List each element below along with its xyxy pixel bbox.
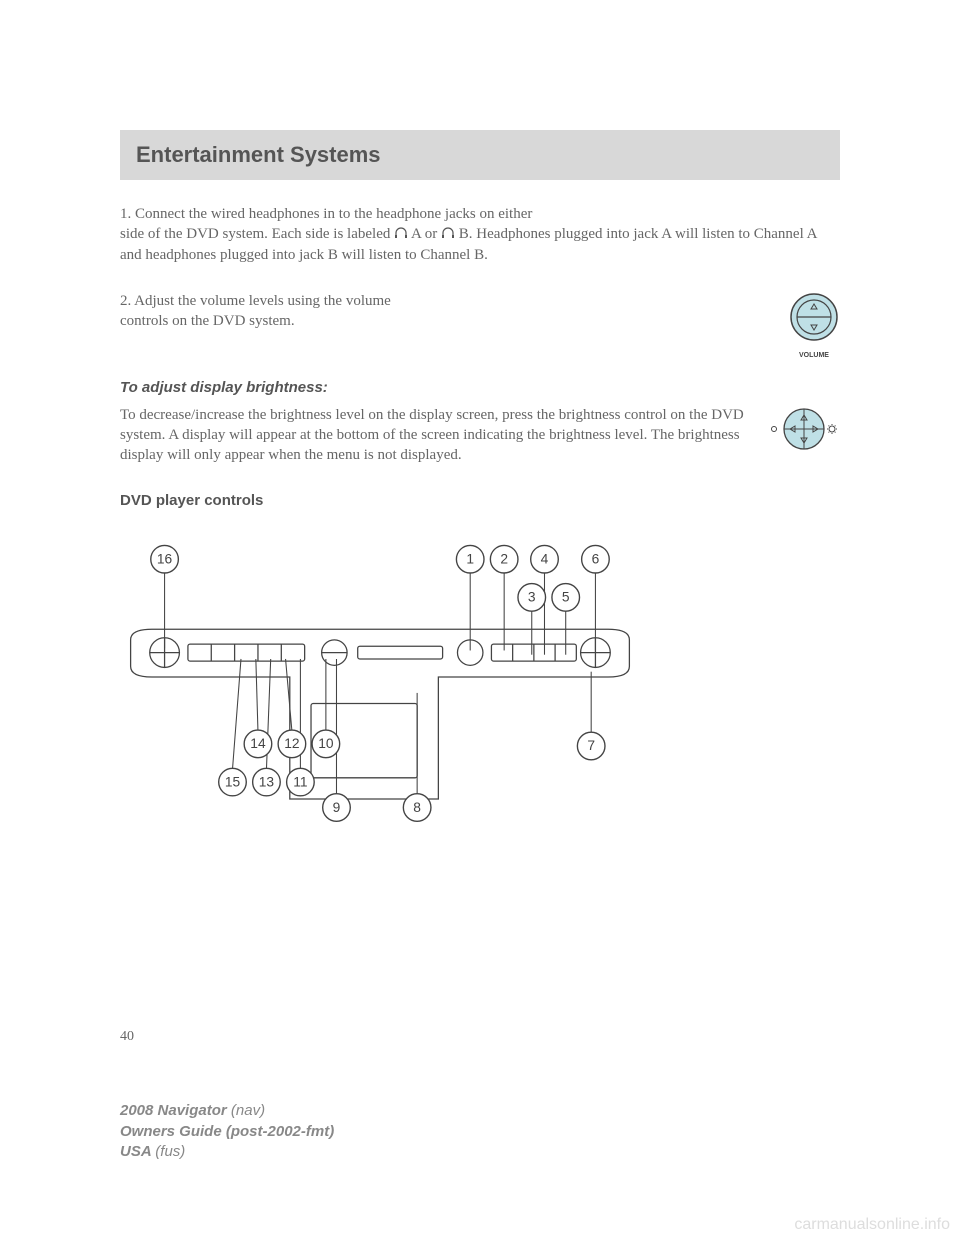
- paragraph-3: To decrease/increase the brightness leve…: [120, 405, 840, 466]
- svg-text:13: 13: [259, 774, 275, 789]
- controls-heading: DVD player controls: [120, 491, 840, 511]
- paragraph-2-block: VOLUME 2. Adjust the volume levels using…: [120, 291, 840, 361]
- volume-knob-figure: VOLUME: [788, 291, 840, 361]
- dvd-controls-diagram: 12345678910111213141516: [120, 522, 640, 838]
- headphone-icon: [441, 226, 455, 240]
- svg-text:12: 12: [284, 736, 299, 751]
- paragraph-3-block: To decrease/increase the brightness leve…: [120, 405, 840, 474]
- svg-text:5: 5: [562, 589, 570, 604]
- footer-model-code: (nav): [231, 1102, 265, 1119]
- svg-text:6: 6: [592, 551, 600, 566]
- svg-text:10: 10: [318, 736, 334, 751]
- section-title: Entertainment Systems: [136, 142, 824, 168]
- brightness-heading: To adjust display brightness:: [120, 378, 840, 398]
- svg-text:8: 8: [413, 799, 421, 814]
- p1-line1: 1. Connect the wired headphones in to th…: [120, 206, 532, 222]
- p1-line2c: B. Headphones: [459, 226, 551, 242]
- volume-label: VOLUME: [788, 351, 840, 360]
- headphone-icon: [394, 226, 408, 240]
- footer-model: 2008 Navigator: [120, 1102, 231, 1119]
- p1-line2a: side of the DVD system. Each side is lab…: [120, 226, 394, 242]
- svg-text:2: 2: [500, 551, 508, 566]
- svg-text:9: 9: [333, 799, 341, 814]
- section-header: Entertainment Systems: [120, 130, 840, 180]
- watermark: carmanualsonline.info: [794, 1216, 950, 1234]
- svg-text:11: 11: [293, 774, 307, 789]
- footer-region: USA: [120, 1143, 155, 1160]
- svg-text:1: 1: [466, 551, 474, 566]
- svg-text:14: 14: [250, 736, 266, 751]
- paragraph-2: 2. Adjust the volume levels using the vo…: [120, 291, 420, 332]
- footer: 2008 Navigator (nav) Owners Guide (post-…: [120, 1101, 334, 1162]
- svg-text:7: 7: [587, 738, 595, 753]
- svg-text:4: 4: [541, 551, 549, 566]
- footer-guide: Owners Guide (post-2002-fmt): [120, 1122, 334, 1142]
- footer-region-code: (fus): [155, 1143, 185, 1160]
- svg-text:15: 15: [225, 774, 241, 789]
- page-number: 40: [120, 1028, 840, 1047]
- p1-line2b: A or: [411, 226, 441, 242]
- svg-text:16: 16: [157, 551, 173, 566]
- volume-knob-icon: [788, 291, 840, 343]
- paragraph-1: 1. Connect the wired headphones in to th…: [120, 204, 840, 273]
- svg-text:3: 3: [528, 589, 536, 604]
- brightness-knob-figure: [768, 405, 840, 459]
- brightness-knob-icon: [768, 405, 840, 453]
